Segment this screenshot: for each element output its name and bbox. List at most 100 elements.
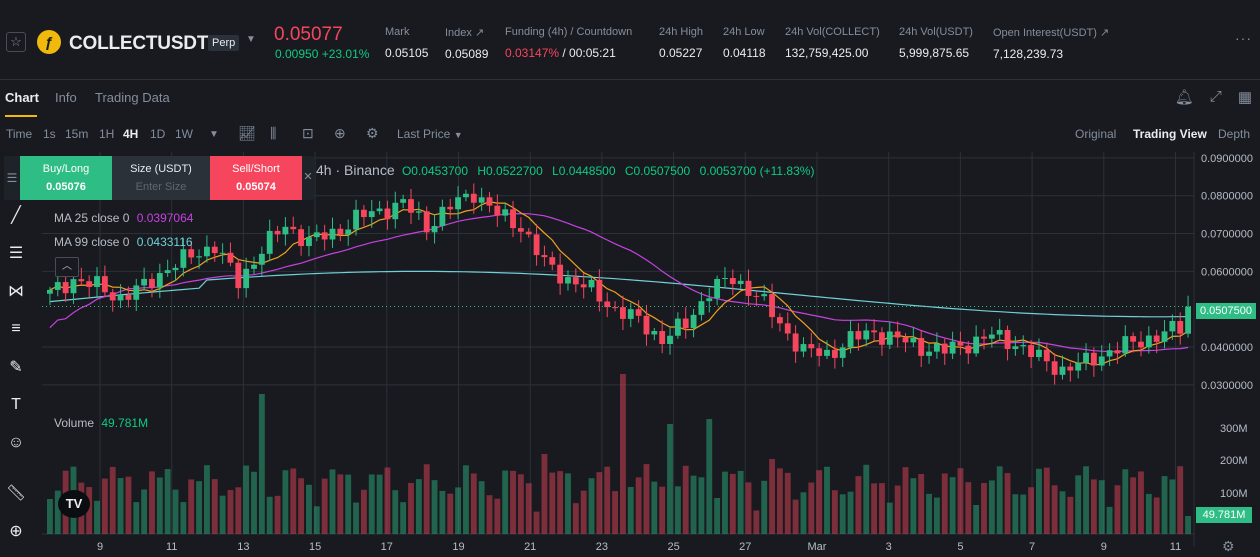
expand-icon[interactable]: ⤢	[1209, 88, 1222, 105]
stat-24h-low: 24h Low 0.04118	[723, 26, 766, 60]
view-original[interactable]: Original	[1075, 127, 1117, 141]
time-axis-label: 11	[166, 541, 177, 553]
volume-bar	[164, 469, 171, 534]
volume-bar	[1036, 468, 1042, 534]
time-axis-label: 21	[524, 541, 536, 553]
chevron-down-icon[interactable]: ▼	[246, 34, 256, 45]
candle-body	[235, 262, 242, 289]
candle-body	[776, 317, 783, 324]
volume-bar	[133, 502, 140, 534]
candle-body	[1075, 362, 1082, 371]
candle-body	[392, 202, 399, 220]
candle-body	[1012, 346, 1019, 350]
candlestick-chart[interactable]: 0.0900000 0.0800000 0.0700000 0.0600000 0.04…	[42, 152, 1260, 557]
volume-bar	[149, 471, 155, 534]
interval-1s[interactable]: 1s	[43, 127, 56, 141]
size-input[interactable]: Size (USDT) Enter Size	[112, 156, 210, 200]
volume-bar	[831, 490, 838, 534]
tab-chart[interactable]: Chart	[5, 90, 39, 105]
candle-body	[109, 292, 116, 301]
interval-1d[interactable]: 1D	[150, 127, 166, 141]
tab-trading-data[interactable]: Trading Data	[95, 90, 170, 105]
close-icon[interactable]: ✕	[303, 171, 313, 183]
view-depth[interactable]: Depth	[1218, 127, 1251, 141]
candle-body	[1090, 352, 1097, 366]
candle-body	[478, 197, 485, 203]
camera-icon[interactable]: ⊡	[302, 125, 314, 141]
pattern-icon[interactable]: ⋈	[8, 283, 24, 300]
volume-bar	[1130, 477, 1137, 534]
candle-body	[949, 341, 956, 354]
emoji-icon[interactable]: ☺	[7, 434, 25, 451]
candle-body	[54, 282, 61, 290]
interval-4h[interactable]: 4H	[123, 127, 139, 141]
volume-bar	[965, 482, 972, 534]
price-type-select[interactable]: Last Price ▼	[397, 127, 463, 141]
legend-low: L0.0448500	[552, 164, 616, 178]
volume-bar	[627, 487, 634, 534]
candle-body	[855, 331, 862, 340]
sell-price: 0.05074	[236, 181, 276, 193]
volume-bar	[117, 478, 124, 534]
gear-icon[interactable]: ⚙︎	[1222, 538, 1235, 554]
candle-body	[141, 278, 148, 286]
buy-price: 0.05076	[46, 181, 86, 193]
candle-body	[682, 318, 689, 329]
ma25-value: 0.0397064	[136, 211, 194, 225]
candle-body	[533, 234, 540, 256]
volume-bar	[258, 394, 265, 534]
time-axis-label: Mar	[808, 541, 827, 553]
candle-body	[596, 279, 603, 302]
indicators-icon[interactable]: ⫼	[270, 125, 277, 141]
candle-body	[211, 246, 218, 254]
favorite-star-icon[interactable]: ☆	[6, 32, 26, 52]
more-icon[interactable]: ···	[1235, 30, 1252, 46]
chart-area[interactable]: 0.0900000 0.0800000 0.0700000 0.0600000 0.04…	[42, 152, 1260, 557]
zoom-icon[interactable]: ⊕	[9, 523, 23, 540]
add-icon[interactable]: ⊕	[334, 125, 346, 141]
grid-icon[interactable]: ▦	[1237, 89, 1252, 106]
candle-body	[321, 232, 328, 240]
interval-1h[interactable]: 1H	[99, 127, 115, 141]
candle-body	[258, 253, 265, 265]
volume-bar	[172, 489, 179, 534]
volume-bar	[251, 471, 257, 534]
trend-line-icon[interactable]: ╱	[11, 207, 21, 224]
symbol-name[interactable]: COLLECTUSDT	[69, 33, 209, 54]
interval-more-caret-icon[interactable]: ▼	[209, 129, 219, 140]
interval-1w[interactable]: 1W	[175, 127, 193, 141]
interval-15m[interactable]: 15m	[65, 127, 89, 141]
countdown: / 00:05:21	[559, 46, 616, 60]
fib-icon[interactable]: ≡	[11, 320, 21, 337]
candle-body	[353, 209, 359, 230]
horizontal-lines-icon[interactable]: ☰	[8, 245, 24, 262]
bell-icon[interactable]: 🔔︎	[1174, 89, 1194, 106]
tab-info[interactable]: Info	[55, 90, 77, 105]
candle-body	[494, 205, 501, 216]
volume-bar	[415, 479, 422, 534]
chart-type-icon[interactable]: 📈︎	[238, 125, 256, 141]
volume-bar	[282, 470, 289, 534]
legend-open: O0.0453700	[401, 164, 469, 178]
candle-body	[203, 246, 210, 257]
candle-body	[47, 289, 53, 294]
stat-index[interactable]: Index ↗ 0.05089	[445, 26, 488, 61]
brush-icon[interactable]: ✎	[9, 359, 23, 376]
size-placeholder: Enter Size	[135, 181, 187, 193]
collapse-legend-icon[interactable]: ︿	[55, 257, 79, 277]
interval-time[interactable]: Time	[6, 127, 33, 141]
view-trading-view[interactable]: Trading View	[1133, 127, 1207, 141]
candle-body	[761, 294, 768, 297]
volume-bar	[455, 487, 462, 534]
ma99-label: MA 99 close 0	[54, 235, 130, 249]
buy-long-button[interactable]: Buy/Long 0.05076	[20, 156, 112, 200]
drag-handle-icon[interactable]: ☰	[6, 171, 18, 185]
tradingview-logo[interactable]: TV	[58, 490, 90, 518]
candle-body	[313, 232, 320, 238]
stat-open-interest[interactable]: Open Interest(USDT) ↗ 7,128,239.73	[993, 26, 1109, 61]
ruler-icon[interactable]: 📏︎	[5, 485, 27, 502]
settings-icon[interactable]: ⚙︎	[366, 125, 379, 141]
candle-body	[345, 229, 352, 235]
text-icon[interactable]: T	[11, 396, 21, 413]
sell-short-button[interactable]: Sell/Short 0.05074	[210, 156, 302, 200]
